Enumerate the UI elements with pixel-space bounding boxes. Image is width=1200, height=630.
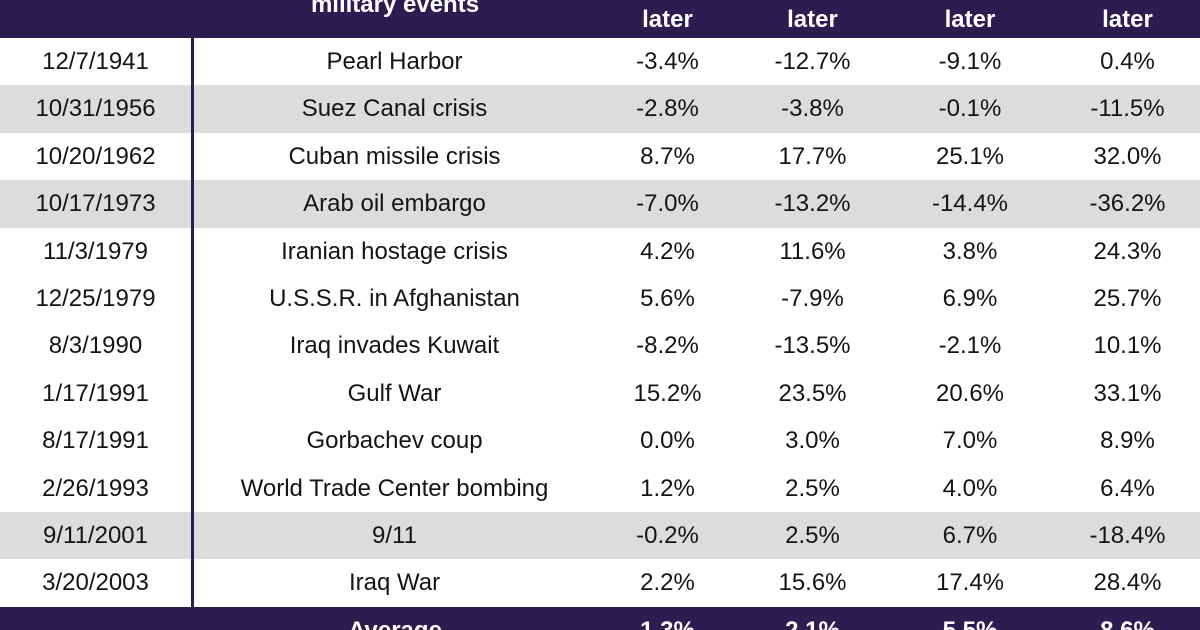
row-value-3: -2.1% [938, 332, 1002, 360]
row-value-2: -13.5% [774, 332, 851, 360]
row-value-1: 0.0% [640, 427, 695, 455]
row-event: Arab oil embargo [303, 190, 486, 218]
row-event: Gulf War [347, 379, 442, 407]
table-header: military events later later later later [0, 0, 1200, 38]
row-event: Iraq invades Kuwait [289, 332, 500, 360]
row-value-4: -36.2% [1089, 190, 1166, 218]
column-divider [191, 0, 194, 630]
row-value-4: 6.4% [1100, 474, 1155, 502]
row-value-2: 3.0% [785, 427, 840, 455]
row-value-2: 11.6% [779, 237, 846, 265]
row-value-2: 15.6% [778, 569, 847, 597]
row-value-1: 15.2% [633, 379, 702, 407]
row-value-2: 17.7% [778, 142, 847, 170]
table-row: 12/7/1941 Pearl Harbor -3.4% -12.7% -9.1% 0.4… [0, 38, 1200, 85]
table-row: 9/11/2001 9/11 -0.2% 2.5% 6.7% -18.4% [0, 511, 1200, 560]
footer-value-2: 2.1% [740, 617, 885, 630]
table-row: 8/3/1990 Iraq invades Kuwait -8.2% -13.5% -2… [0, 322, 1200, 369]
table-row: 10/31/1956 Suez Canal crisis -2.8% -3.8% -0.… [0, 85, 1200, 133]
header-events: military events [310, 0, 480, 18]
row-value-1: -2.8% [636, 95, 699, 123]
row-value-4: -18.4% [1089, 521, 1166, 549]
table-row: 10/17/1973 Arab oil embargo -7.0% -13.2% -14… [0, 180, 1200, 228]
row-value-4: 32.0% [1093, 142, 1162, 170]
row-date: 10/17/1973 [35, 190, 156, 218]
footer-value-4: 8.6% [1055, 617, 1200, 630]
table-body: 12/7/1941 Pearl Harbor -3.4% -12.7% -9.1% 0.4… [0, 38, 1200, 607]
row-date: 12/25/1979 [35, 284, 156, 312]
row-value-1: 8.7% [640, 142, 695, 170]
row-event: Pearl Harbor [326, 48, 463, 75]
table-row: 10/20/1962 Cuban missile crisis 8.7% 17.7% 2… [0, 133, 1200, 180]
row-value-4: 25.7% [1093, 284, 1162, 312]
row-value-4: 8.9% [1100, 427, 1155, 455]
row-value-2: 23.5% [778, 379, 847, 407]
row-value-3: -14.4% [931, 190, 1009, 218]
row-value-3: 3.8% [942, 237, 998, 265]
row-date: 8/3/1990 [48, 332, 143, 360]
row-value-1: 2.2% [640, 569, 695, 597]
row-value-3: 25.1% [935, 142, 1005, 170]
row-value-4: 28.4% [1093, 569, 1162, 597]
row-value-3: 6.9% [942, 284, 998, 312]
row-value-1: -0.2% [636, 521, 699, 549]
row-date: 9/11/2001 [43, 521, 148, 549]
header-col-4: later [1102, 6, 1153, 33]
row-value-4: 24.3% [1093, 237, 1162, 265]
row-value-3: 20.6% [935, 379, 1005, 407]
row-value-1: 5.6% [640, 284, 695, 312]
table-row: 3/20/2003 Iraq War 2.2% 15.6% 17.4% 28.4% [0, 559, 1200, 606]
row-value-4: 33.1% [1093, 379, 1162, 407]
footer-value-1: 1.3% [595, 617, 740, 630]
row-event: U.S.S.R. in Afghanistan [269, 284, 520, 312]
row-event: World Trade Center bombing [240, 474, 549, 502]
row-value-1: -8.2% [636, 332, 699, 360]
row-date: 1/17/1991 [42, 379, 149, 407]
header-col-2: later [787, 6, 838, 33]
table-row: 1/17/1991 Gulf War 15.2% 23.5% 20.6% 33.1% [0, 370, 1200, 417]
footer-value-3: 5.5% [885, 617, 1055, 630]
footer-label: Average [195, 617, 595, 630]
table-footer: Average 1.3% 2.1% 5.5% 8.6% [0, 607, 1200, 630]
row-value-4: 0.4% [1100, 48, 1155, 75]
table-row: 2/26/1993 World Trade Center bombing 1.2% 2… [0, 465, 1200, 512]
row-value-3: -9.1% [938, 48, 1002, 75]
row-event: Iranian hostage crisis [281, 237, 508, 265]
row-value-2: -7.9% [781, 284, 844, 312]
row-date: 3/20/2003 [42, 569, 149, 597]
row-value-1: 4.2% [640, 237, 695, 265]
row-date: 8/17/1991 [42, 427, 149, 455]
row-value-2: -3.8% [781, 95, 844, 123]
row-date: 11/3/1979 [43, 237, 148, 265]
row-value-2: 2.5% [785, 521, 840, 549]
row-date: 10/20/1962 [35, 142, 156, 170]
table-row: 11/3/1979 Iranian hostage crisis 4.2% 11.6%… [0, 228, 1200, 275]
row-value-3: 17.4% [935, 569, 1005, 597]
row-value-3: -0.1% [938, 95, 1002, 123]
row-date: 2/26/1993 [42, 474, 149, 502]
row-value-4: 10.1% [1093, 332, 1162, 360]
row-value-2: 2.5% [785, 474, 840, 502]
table-row: 8/17/1991 Gorbachev coup 0.0% 3.0% 7.0% 8.9% [0, 417, 1200, 464]
row-value-4: -11.5% [1090, 95, 1165, 123]
table-row: 12/25/1979 U.S.S.R. in Afghanistan 5.6% -7.… [0, 275, 1200, 322]
row-event: Gorbachev coup [306, 427, 483, 455]
row-event: Cuban missile crisis [288, 142, 501, 170]
row-value-1: -7.0% [636, 190, 699, 218]
header-col-1: later [642, 6, 693, 33]
row-event: Suez Canal crisis [301, 95, 488, 123]
row-event: 9/11 [372, 521, 417, 549]
header-col-3: later [944, 6, 996, 33]
row-value-3: 6.7% [942, 521, 998, 549]
row-value-3: 4.0% [942, 474, 998, 502]
row-value-1: 1.2% [640, 474, 695, 502]
row-date: 10/31/1956 [35, 95, 156, 123]
row-date: 12/7/1941 [42, 48, 149, 75]
row-value-1: -3.4% [636, 48, 699, 75]
row-value-3: 7.0% [942, 427, 998, 455]
row-value-2: -12.7% [774, 48, 851, 75]
row-event: Iraq War [348, 569, 441, 597]
row-value-2: -13.2% [774, 190, 851, 218]
